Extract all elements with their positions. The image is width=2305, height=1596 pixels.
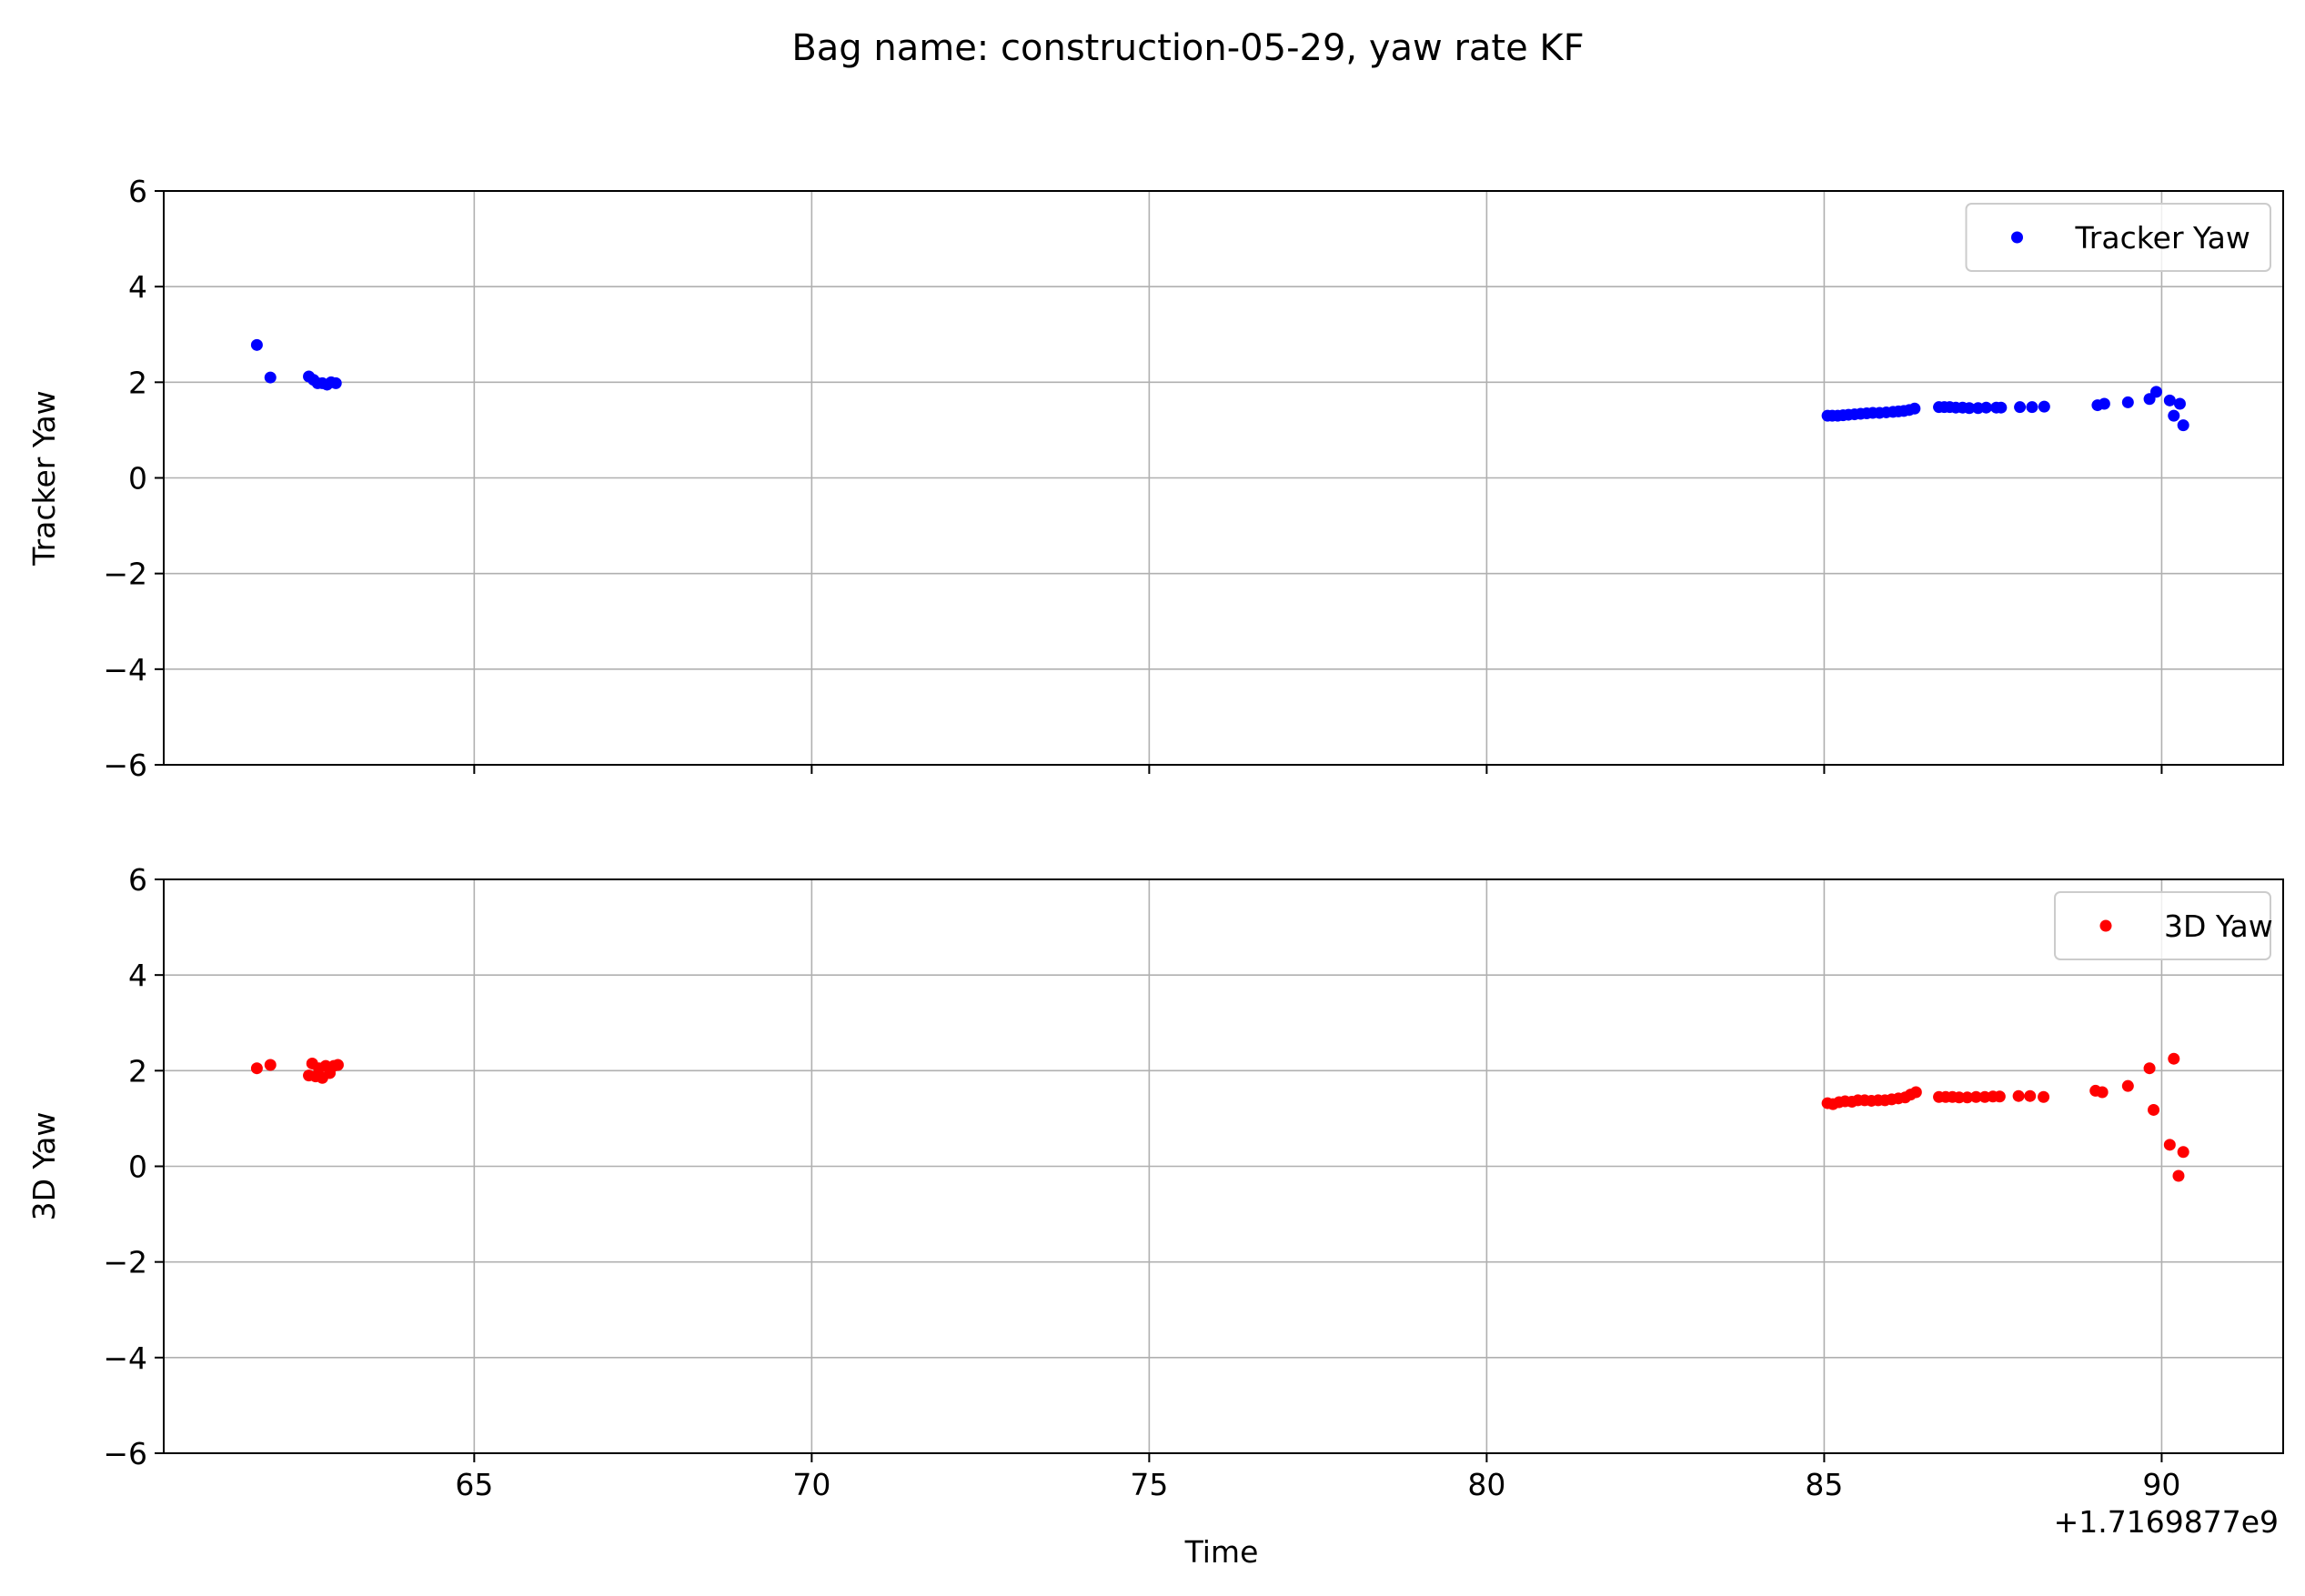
3d-yaw-x-tick-label: 70 [792,1467,830,1502]
3d-yaw-y-axis-label: 3D Yaw [26,1112,62,1221]
tracker-yaw-point [2038,400,2050,413]
3d-yaw-point [2038,1090,2050,1103]
3d-yaw-x-tick-label: 80 [1467,1467,1505,1502]
tracker-yaw-legend-label: Tracker Yaw [2075,220,2250,256]
3d-yaw-point [1993,1090,2006,1103]
tracker-yaw-y-tick-label: 0 [128,461,147,497]
tracker-yaw-point [2173,397,2186,410]
3d-yaw-legend: 3D Yaw [2054,891,2273,960]
tracker-yaw-point [2121,396,2134,408]
tracker-yaw-point [250,338,263,351]
tracker-yaw-point [1980,401,1993,414]
3d-yaw-point [1909,1086,1922,1099]
3d-yaw-x-tick-label: 90 [2142,1467,2180,1502]
3d-yaw-y-tick-label: −6 [103,1436,147,1471]
tracker-yaw-y-axis-label: Tracker Yaw [26,390,62,566]
tracker-yaw-point [1995,401,2008,414]
3d-yaw-point [2121,1079,2134,1092]
3d-yaw-point [2172,1169,2185,1182]
3d-yaw-point [2143,1062,2156,1075]
3d-yaw-point [2168,1052,2180,1065]
3d-yaw-x-tick-label: 85 [1805,1467,1843,1502]
tracker-yaw-point [2177,419,2189,432]
tracker-yaw-point [1963,402,1976,415]
figure-title: Bag name: construction-05-29, yaw rate K… [791,27,1584,69]
3d-yaw-x-tick-label: 65 [455,1467,493,1502]
tracker-yaw-y-tick-label: −4 [103,652,147,688]
tracker-yaw-point [264,371,277,384]
3d-yaw-point [2163,1139,2176,1151]
3d-yaw-legend-marker [2099,919,2112,932]
3d-yaw-point [2177,1146,2189,1159]
3d-yaw-point [331,1059,344,1071]
tracker-yaw-point [2098,397,2110,410]
3d-yaw-point [1969,1090,1982,1103]
tracker-yaw-point [1908,402,1921,415]
3d-yaw-legend-box [2054,891,2271,960]
tracker-yaw-point [2026,401,2038,414]
3d-yaw-y-tick-label: 4 [128,958,147,993]
tracker-yaw-y-tick-label: 4 [128,269,147,305]
tracker-yaw-point [2163,394,2176,407]
3d-yaw-point [250,1062,263,1075]
3d-yaw-point [2148,1103,2160,1116]
3d-yaw-y-tick-label: 0 [128,1149,147,1185]
3d-yaw-point [2096,1086,2109,1099]
tracker-yaw-point [2168,409,2180,422]
x-axis-label: Time [1184,1534,1259,1570]
3d-yaw-subplot: 6 4 2 0 −2 −4 −6 65 70 75 80 85 90 3D Yaw 3D Yaw [26,862,2284,1502]
3d-yaw-y-tick-label: −2 [103,1245,147,1280]
tracker-yaw-legend-box [1965,203,2271,272]
3d-yaw-y-tick-label: 6 [128,862,147,898]
tracker-yaw-y-tick-label: −6 [103,748,147,783]
tracker-yaw-point [2149,386,2162,398]
3d-yaw-y-tick-label: 2 [128,1053,147,1089]
3d-yaw-y-tick-label: −4 [103,1340,147,1376]
3d-yaw-legend-label: 3D Yaw [2164,908,2273,944]
3d-yaw-point [2012,1089,2025,1102]
3d-yaw-x-tick-label: 75 [1130,1467,1168,1502]
tracker-yaw-legend-marker [2011,231,2023,244]
x-offset-label: +1.7169877e9 [2054,1504,2279,1540]
tracker-yaw-point [329,376,342,389]
tracker-yaw-subplot: 6 4 2 0 −2 −4 −6 Tracker Yaw Tracker Yaw [26,174,2284,783]
tracker-yaw-y-tick-label: 2 [128,365,147,400]
tracker-yaw-point [2014,401,2027,414]
tracker-yaw-legend: Tracker Yaw [1965,203,2271,272]
3d-yaw-point [264,1059,277,1071]
tracker-yaw-y-tick-label: 6 [128,174,147,209]
tracker-yaw-y-tick-label: −2 [103,557,147,592]
3d-yaw-point [2024,1089,2037,1102]
3d-yaw-point [1953,1091,1966,1104]
3d-yaw-point [1961,1091,1974,1104]
